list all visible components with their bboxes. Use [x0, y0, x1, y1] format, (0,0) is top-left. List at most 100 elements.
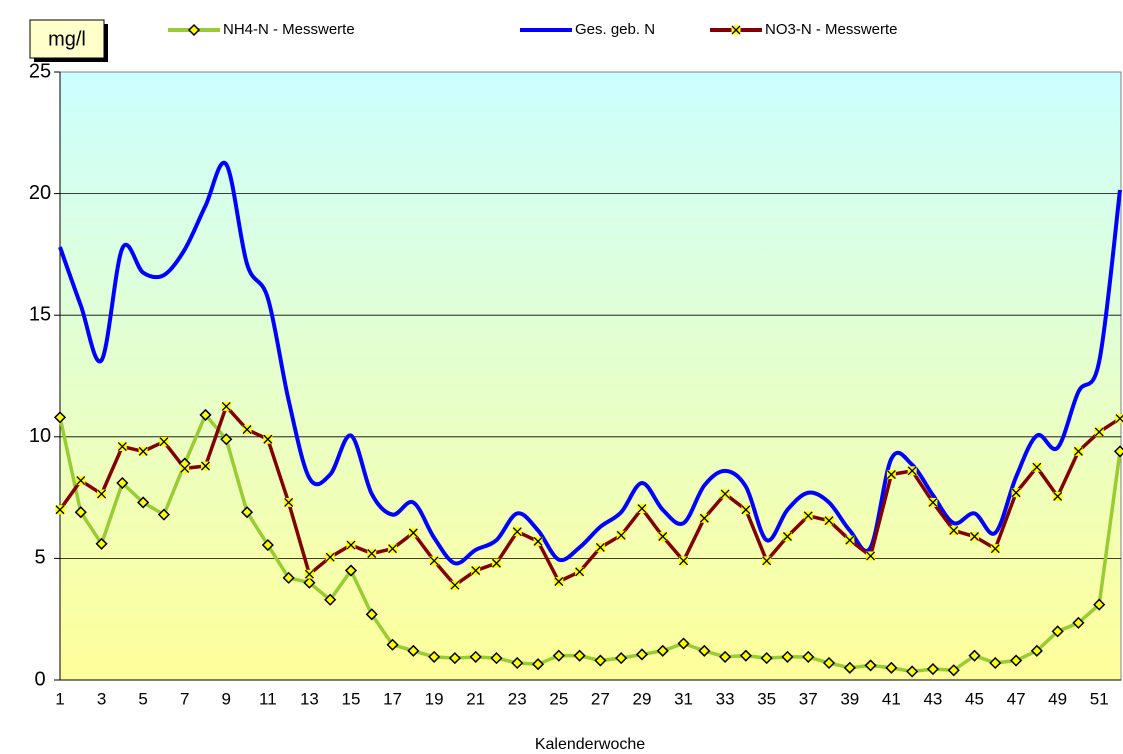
point-cross: [731, 25, 741, 35]
point: [303, 576, 316, 589]
point: [97, 489, 107, 499]
point: [491, 558, 501, 568]
point: [595, 542, 605, 552]
point: [1093, 598, 1106, 611]
point: [947, 664, 960, 677]
point: [1094, 427, 1104, 437]
point-cross: [782, 532, 792, 541]
point: [324, 593, 337, 606]
point: [843, 661, 856, 674]
point: [845, 535, 855, 545]
point-cross: [284, 498, 294, 507]
point: [615, 652, 628, 665]
y-tick-label: 0: [34, 668, 45, 690]
point: [699, 513, 709, 523]
x-tick-label: 35: [757, 689, 776, 708]
point-cross: [180, 463, 190, 473]
x-tick-label: 19: [425, 689, 444, 708]
point: [949, 525, 959, 535]
point: [906, 665, 919, 678]
point: [1011, 488, 1021, 498]
point: [263, 434, 273, 444]
point: [469, 650, 482, 663]
point: [928, 497, 938, 507]
x-tick-label: 3: [97, 689, 106, 708]
point-cross: [595, 542, 605, 552]
point: [864, 659, 877, 672]
point-cross: [97, 489, 107, 499]
point: [575, 567, 585, 577]
legend-label: NO3-N - Messwerte: [765, 21, 898, 38]
point: [990, 544, 1000, 554]
plot-area: [59, 71, 1122, 681]
x-tick-label: 45: [965, 689, 984, 708]
point-cross: [554, 577, 564, 586]
point: [886, 469, 896, 479]
point: [781, 650, 794, 663]
point: [344, 564, 358, 577]
point: [325, 552, 335, 562]
point: [637, 504, 647, 514]
point: [117, 442, 127, 452]
point: [802, 650, 815, 663]
point: [677, 637, 690, 650]
point: [116, 476, 129, 490]
point-cross: [658, 532, 668, 541]
point-cross: [928, 498, 938, 507]
point: [512, 527, 522, 537]
point: [739, 649, 752, 662]
point-cross: [201, 461, 210, 471]
legend-label: Ges. geb. N: [575, 21, 655, 38]
point: [429, 556, 439, 566]
x-tick-label: 9: [222, 689, 231, 708]
point-cross: [741, 505, 751, 515]
point: [741, 505, 751, 515]
point: [55, 505, 65, 515]
point-cross: [616, 530, 626, 540]
point-cross: [117, 442, 127, 451]
point-cross: [221, 401, 231, 411]
series-line: [58, 160, 1122, 566]
point-cross: [699, 513, 709, 523]
point-cross: [533, 536, 543, 546]
x-tick-label: 27: [591, 689, 610, 708]
point: [367, 549, 377, 559]
series-line: [58, 413, 1122, 674]
point-cross: [1094, 427, 1104, 437]
point: [386, 638, 399, 651]
y-tick-label: 20: [29, 182, 51, 204]
point: [1032, 462, 1042, 472]
point: [76, 476, 86, 486]
x-tick-label: 51: [1090, 689, 1109, 708]
point: [719, 650, 732, 663]
point-cross: [824, 516, 834, 526]
y-tick-label: 5: [34, 547, 45, 569]
point: [187, 23, 201, 37]
point: [511, 656, 524, 670]
point: [533, 536, 543, 546]
point: [824, 516, 834, 526]
point-cross: [512, 527, 522, 537]
point: [95, 537, 108, 550]
y-tick-label: 15: [29, 303, 51, 325]
point: [407, 644, 420, 657]
point-cross: [845, 535, 855, 545]
x-tick-label: 21: [466, 689, 485, 708]
point: [656, 644, 669, 657]
point-cross: [1073, 446, 1083, 456]
point: [74, 506, 87, 519]
point: [240, 506, 254, 519]
point-cross: [803, 511, 813, 521]
point: [1053, 491, 1063, 501]
point-cross: [55, 505, 65, 515]
point: [907, 466, 917, 476]
point: [1115, 414, 1123, 424]
point-cross: [471, 566, 481, 576]
point-cross: [429, 556, 439, 566]
point: [573, 649, 586, 662]
x-tick-label: 15: [342, 689, 361, 708]
point: [137, 496, 150, 509]
point-cross: [492, 558, 501, 568]
point-cross: [886, 470, 896, 479]
point: [180, 463, 190, 473]
